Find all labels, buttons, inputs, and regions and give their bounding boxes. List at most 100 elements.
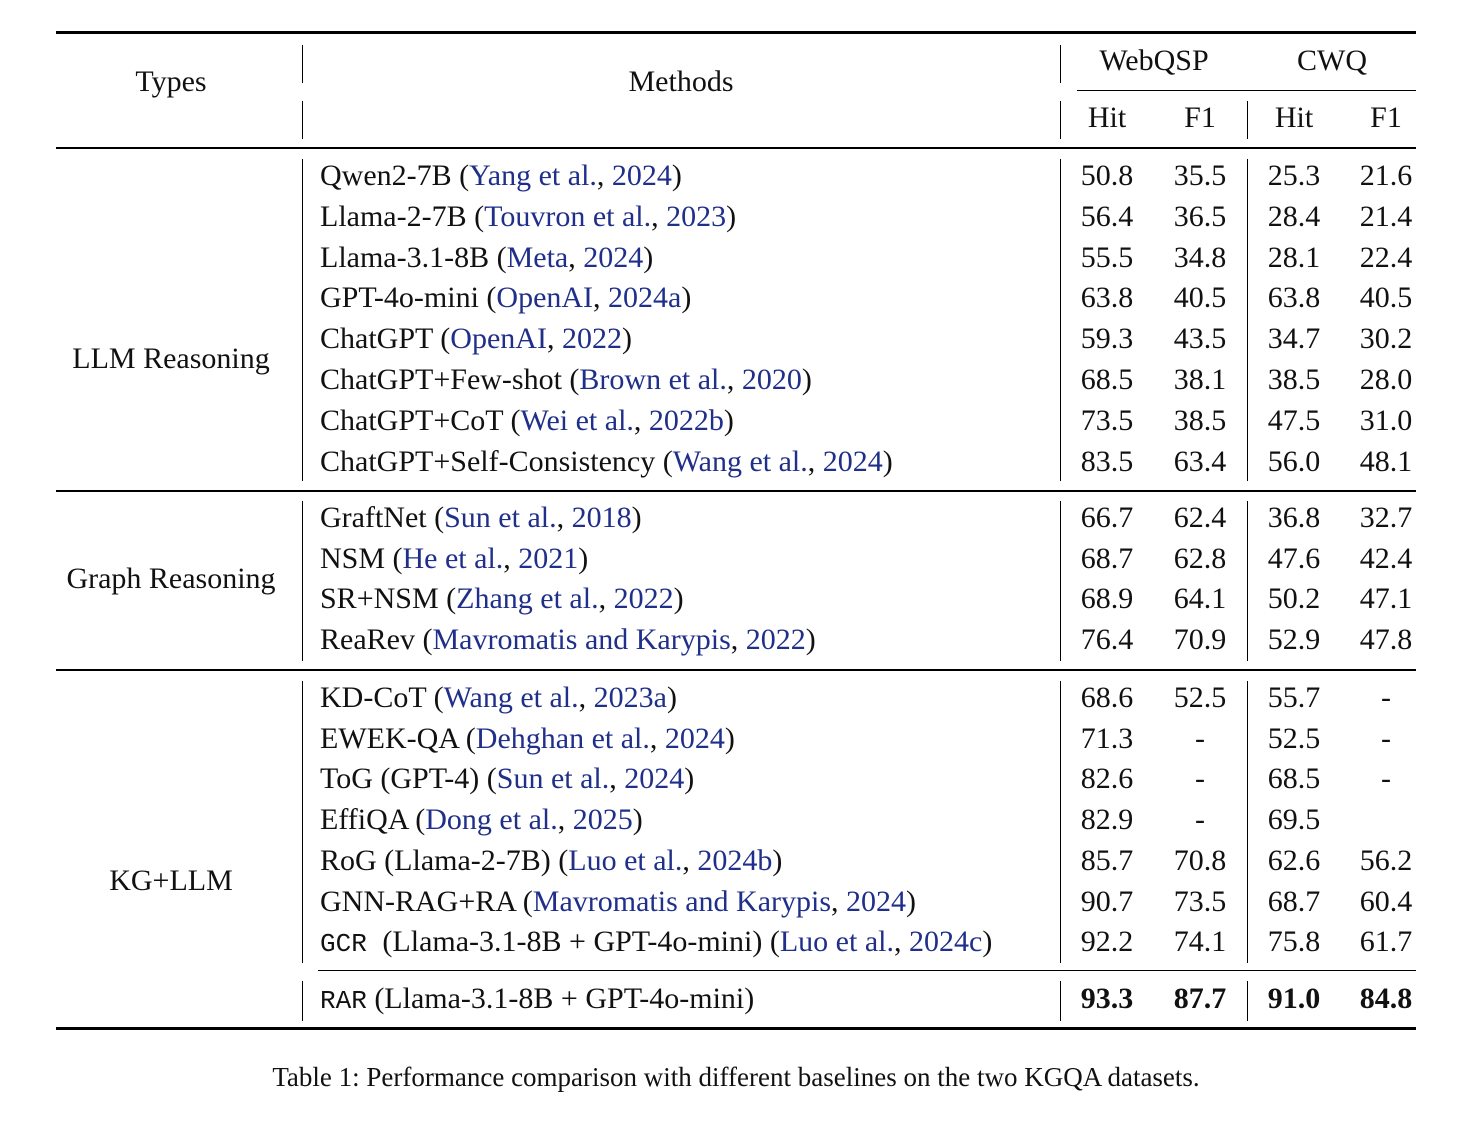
- cwq-hit-cell: 28.1: [1267, 241, 1321, 274]
- citation-year-link[interactable]: 2024: [822, 445, 883, 478]
- citation-year-link[interactable]: 2024a: [608, 281, 682, 314]
- method-cell: SR+NSM (Zhang et al., 2022): [320, 581, 684, 617]
- method-cell: GCR (Llama-3.1-8B + GPT-4o-mini) (Luo et…: [320, 924, 992, 962]
- cwq-f1-cell: 31.0: [1359, 404, 1413, 437]
- citation-author-link[interactable]: Luo et al.: [568, 844, 683, 877]
- header-methods: Methods: [628, 65, 734, 98]
- webqsp-f1-cell: 38.5: [1173, 404, 1227, 437]
- cwq-f1-cell: -: [1381, 762, 1391, 795]
- citation-author-link[interactable]: Wang et al.: [672, 445, 808, 478]
- vline-ours-a: [302, 981, 303, 1021]
- cwq-f1-cell: 30.2: [1359, 322, 1413, 355]
- header-webqsp: WebQSP: [1099, 44, 1209, 77]
- citation-author-link[interactable]: Meta: [506, 241, 569, 274]
- header-types: Types: [135, 65, 207, 98]
- citation-author-link[interactable]: Wang et al.: [443, 681, 579, 714]
- webqsp-f1-cell: -: [1195, 722, 1205, 755]
- group-label-llm-reasoning: LLM Reasoning: [72, 342, 270, 375]
- citation-separator: ,: [557, 803, 573, 836]
- cwq-hit-cell: 75.8: [1267, 925, 1321, 958]
- method-cell: ChatGPT+Few-shot (Brown et al., 2020): [320, 362, 812, 398]
- citation-year-link[interactable]: 2020: [741, 363, 802, 396]
- method-cell: ChatGPT (OpenAI, 2022): [320, 321, 632, 357]
- webqsp-hit-cell: 82.9: [1080, 803, 1134, 836]
- citation-year-link[interactable]: 2024: [611, 159, 672, 192]
- vline-g1-a: [302, 159, 303, 481]
- citation-author-link[interactable]: Yang et al.: [469, 159, 597, 192]
- webqsp-f1-cell: 63.4: [1173, 445, 1227, 478]
- header-rule: [56, 147, 1416, 149]
- citation-year-link[interactable]: 2021: [518, 542, 579, 575]
- citation-year-link[interactable]: 2023a: [593, 681, 667, 714]
- cwq-hit-cell: 36.8: [1267, 501, 1321, 534]
- cwq-f1-cell: -: [1381, 681, 1391, 714]
- citation-year-link[interactable]: 2024: [664, 722, 725, 755]
- citation-author-link[interactable]: OpenAI: [450, 322, 547, 355]
- citation-author-link[interactable]: OpenAI: [496, 281, 594, 314]
- citation-year-link[interactable]: 2022: [561, 322, 622, 355]
- citation-year-link[interactable]: 2023: [666, 200, 727, 233]
- citation-separator: ,: [893, 925, 909, 958]
- model-name: ChatGPT+Few-shot (: [320, 363, 580, 396]
- webqsp-hit-cell: 68.6: [1080, 681, 1134, 714]
- citation-author-link[interactable]: Zhang et al.: [456, 582, 599, 615]
- method-cell: Llama-3.1-8B (Meta, 2024): [320, 240, 653, 276]
- webqsp-hit-cell: 73.5: [1080, 404, 1134, 437]
- citation-year-link[interactable]: 2024: [583, 241, 644, 274]
- citation-author-link[interactable]: Luo et al.: [779, 925, 894, 958]
- bottom-rule: [56, 1027, 1416, 1030]
- cwq-f1-cell: 47.1: [1359, 582, 1413, 615]
- citation-year-link[interactable]: 2024: [846, 885, 907, 918]
- citation-author-link[interactable]: Sun et al.: [496, 762, 610, 795]
- webqsp-f1-cell: 74.1: [1173, 925, 1227, 958]
- citation-close: ): [578, 542, 589, 575]
- webqsp-hit-cell: 82.6: [1080, 762, 1134, 795]
- citation-author-link[interactable]: He et al.: [402, 542, 504, 575]
- citation-separator: ,: [596, 159, 612, 192]
- citation-author-link[interactable]: Mavromatis and Karypis: [432, 623, 731, 656]
- model-name: ReaRev (: [320, 623, 433, 656]
- citation-year-link[interactable]: 2022b: [648, 404, 724, 437]
- citation-separator: ,: [831, 885, 847, 918]
- webqsp-hit-cell: 92.2: [1080, 925, 1134, 958]
- group1-rule: [56, 490, 1416, 492]
- citation-year-link[interactable]: 2025: [572, 803, 633, 836]
- citation-year-link[interactable]: 2024c: [908, 925, 983, 958]
- citation-author-link[interactable]: Mavromatis and Karypis: [532, 885, 832, 918]
- method-cell: Llama-2-7B (Touvron et al., 2023): [320, 199, 736, 235]
- cwq-hit-cell: 47.5: [1267, 404, 1321, 437]
- webqsp-f1-cell: 36.5: [1173, 200, 1227, 233]
- citation-author-link[interactable]: Dehghan et al.: [475, 722, 650, 755]
- citation-close: ): [666, 681, 677, 714]
- citation-year-link[interactable]: 2024b: [697, 844, 773, 877]
- model-name: (Llama-3.1-8B + GPT-4o-mini) (: [382, 925, 780, 958]
- citation-author-link[interactable]: Brown et al.: [579, 363, 727, 396]
- webqsp-hit-cell: 68.7: [1080, 542, 1134, 575]
- webqsp-hit-cell: 83.5: [1080, 445, 1134, 478]
- model-name: KD-CoT (: [320, 681, 444, 714]
- citation-year-link[interactable]: 2022: [745, 623, 806, 656]
- citation-year-link[interactable]: 2018: [571, 501, 632, 534]
- citation-close: ): [673, 582, 684, 615]
- model-name: ChatGPT+CoT (: [320, 404, 521, 437]
- cwq-hit-cell: 38.5: [1267, 363, 1321, 396]
- citation-year-link[interactable]: 2022: [613, 582, 674, 615]
- webqsp-f1-cell: 70.8: [1173, 844, 1227, 877]
- model-mono-name: GCR: [320, 929, 383, 959]
- webqsp-hit-cell: 71.3: [1080, 722, 1134, 755]
- citation-author-link[interactable]: Sun et al.: [444, 501, 557, 534]
- citation-author-link[interactable]: Touvron et al.: [484, 200, 652, 233]
- citation-author-link[interactable]: Dong et al.: [425, 803, 558, 836]
- cwq-hit-cell: 63.8: [1267, 281, 1321, 314]
- webqsp-f1-cell: -: [1195, 803, 1205, 836]
- model-name: GraftNet (: [320, 501, 445, 534]
- ours-model-mono: RAR: [320, 986, 367, 1016]
- webqsp-hit-cell: 68.9: [1080, 582, 1134, 615]
- citation-close: ): [801, 363, 812, 396]
- webqsp-hit-cell: 76.4: [1080, 623, 1134, 656]
- citation-year-link[interactable]: 2024: [624, 762, 685, 795]
- vline-header-1b: [302, 101, 303, 139]
- cwq-hit-cell: 34.7: [1267, 322, 1321, 355]
- header-cwq-f1: F1: [1370, 101, 1402, 134]
- citation-author-link[interactable]: Wei et al.: [520, 404, 634, 437]
